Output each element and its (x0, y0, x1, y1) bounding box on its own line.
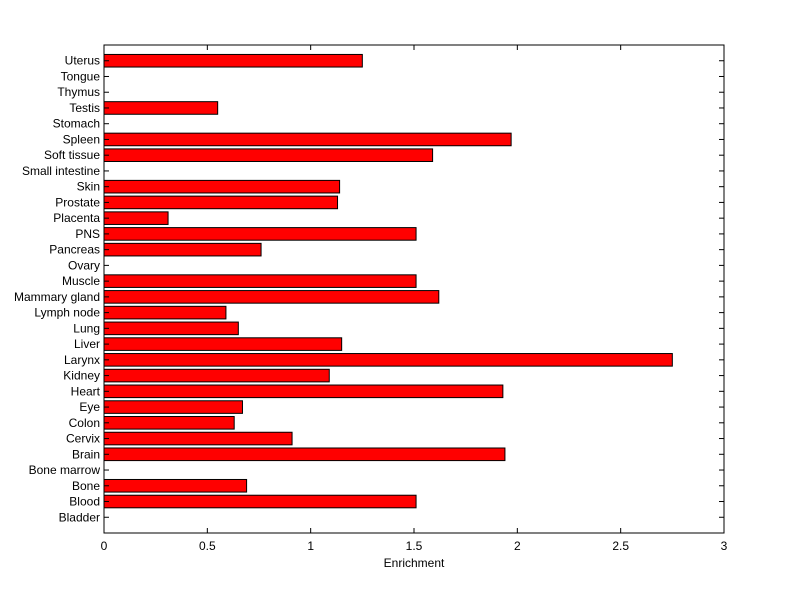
y-tick-label: Kidney (63, 369, 100, 383)
bar-blood (103, 494, 417, 509)
y-tick-label: Bladder (59, 510, 100, 524)
y-tick-label: Bone marrow (29, 463, 101, 477)
y-tick-label: PNS (75, 227, 100, 241)
y-tick-label: Lymph node (34, 306, 100, 320)
bar-muscle (103, 274, 417, 288)
y-tick-label: Tongue (61, 69, 101, 83)
bar-spleen (103, 132, 512, 147)
bar-uterus (103, 53, 363, 68)
bar-bone (103, 478, 248, 493)
bars-group (103, 53, 673, 509)
bar-cervix (103, 431, 293, 446)
y-tick-label: Mammary gland (14, 290, 100, 304)
y-tick-label: Liver (74, 337, 100, 351)
x-tick-label: 1.5 (406, 539, 423, 553)
y-tick-label: Stomach (53, 117, 100, 131)
y-tick-label: Skin (77, 180, 100, 194)
bar-pancreas (103, 242, 262, 257)
bar-soft-tissue (103, 148, 434, 162)
y-tick-label: Pancreas (49, 243, 100, 257)
bar-eye (103, 400, 243, 414)
y-tick-label: Prostate (55, 195, 100, 209)
x-tick-label: 2 (514, 539, 521, 553)
y-tick-label: Cervix (66, 432, 100, 446)
bar-testis (103, 101, 219, 115)
x-axis-label: Enrichment (384, 556, 445, 570)
y-tick-label: Lung (73, 321, 100, 335)
bar-lymph-node (103, 305, 227, 320)
y-tick-label: Eye (79, 400, 100, 414)
bar-prostate (103, 195, 339, 210)
y-tick-label: Colon (69, 416, 100, 430)
y-tick-label: Heart (71, 384, 101, 398)
y-tick-label: Muscle (62, 274, 100, 288)
bar-lung (103, 321, 239, 336)
x-tick-label: 0 (101, 539, 108, 553)
bar-liver (103, 337, 343, 351)
y-tick-label: Uterus (65, 54, 100, 68)
bar-brain (103, 447, 506, 462)
x-tick-label: 1 (307, 539, 314, 553)
x-tick-label: 3 (721, 539, 728, 553)
bar-pns (103, 227, 417, 241)
y-tick-label: Spleen (63, 132, 100, 146)
y-tick-label: Soft tissue (44, 148, 100, 162)
y-tick-label: Blood (69, 495, 100, 509)
bar-kidney (103, 368, 330, 383)
y-tick-label: Testis (69, 101, 100, 115)
y-tick-label: Ovary (68, 258, 100, 272)
plot-frame (103, 44, 725, 534)
y-tick-label: Small intestine (22, 164, 100, 178)
y-tick-label: Thymus (57, 85, 100, 99)
bar-heart (103, 384, 504, 399)
bar-larynx (103, 353, 673, 367)
bar-placenta (103, 211, 169, 225)
bar-skin (103, 179, 341, 194)
x-tick-label: 2.5 (612, 539, 629, 553)
bar-colon (103, 416, 235, 430)
y-tick-label: Larynx (64, 353, 100, 367)
y-tick-label: Brain (72, 447, 100, 461)
y-tick-label: Placenta (53, 211, 100, 225)
bar-mammary-gland (103, 290, 440, 304)
y-tick-label: Bone (72, 479, 100, 493)
x-tick-label: 0.5 (199, 539, 216, 553)
